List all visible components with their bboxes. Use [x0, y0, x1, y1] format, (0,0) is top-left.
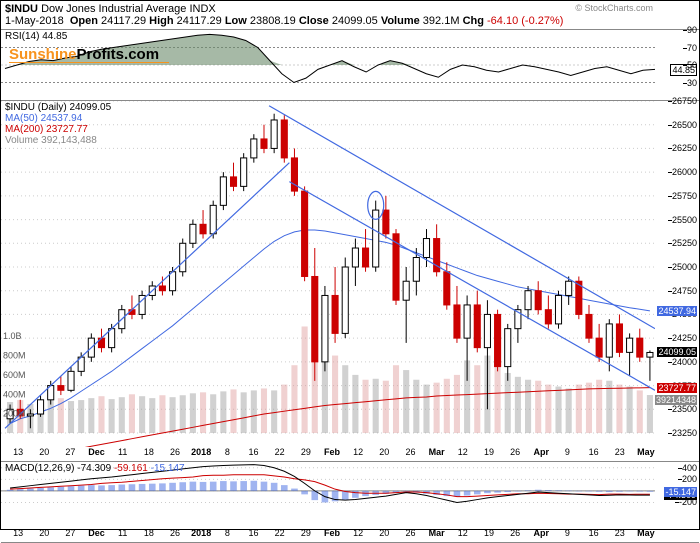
price-labels: $INDU (Daily) 24099.05 MA(50) 24537.94 M…: [5, 102, 111, 146]
watermark: SunshineProfits.com: [9, 46, 169, 63]
price-panel: $INDU (Daily) 24099.05 MA(50) 24537.94 M…: [1, 100, 699, 461]
macd-label: MACD(12,26,9) -74.309 -59.161 -15.147: [5, 463, 185, 474]
macd-panel: MACD(12,26,9) -74.309 -59.161 -15.147 -2…: [1, 461, 699, 543]
attribution: © StockCharts.com: [575, 3, 653, 13]
date: 1-May-2018: [5, 15, 64, 27]
svg-text:400M: 400M: [3, 389, 26, 399]
name: Dow Jones Industrial Average INDX: [41, 3, 216, 15]
svg-text:1.0B: 1.0B: [3, 331, 22, 341]
svg-text:800M: 800M: [3, 351, 26, 361]
change-value: -64.10 (-0.27%): [487, 15, 563, 27]
svg-text:600M: 600M: [3, 370, 26, 380]
chart-header: $INDU Dow Jones Industrial Average INDX …: [1, 1, 699, 29]
symbol: $INDU: [5, 3, 38, 15]
rsi-label: RSI(14) 44.85: [5, 31, 67, 42]
rsi-panel: RSI(14) 44.85 3050709044.85: [1, 29, 699, 100]
chart-container: $INDU Dow Jones Industrial Average INDX …: [0, 0, 700, 530]
svg-text:200M: 200M: [3, 409, 26, 419]
